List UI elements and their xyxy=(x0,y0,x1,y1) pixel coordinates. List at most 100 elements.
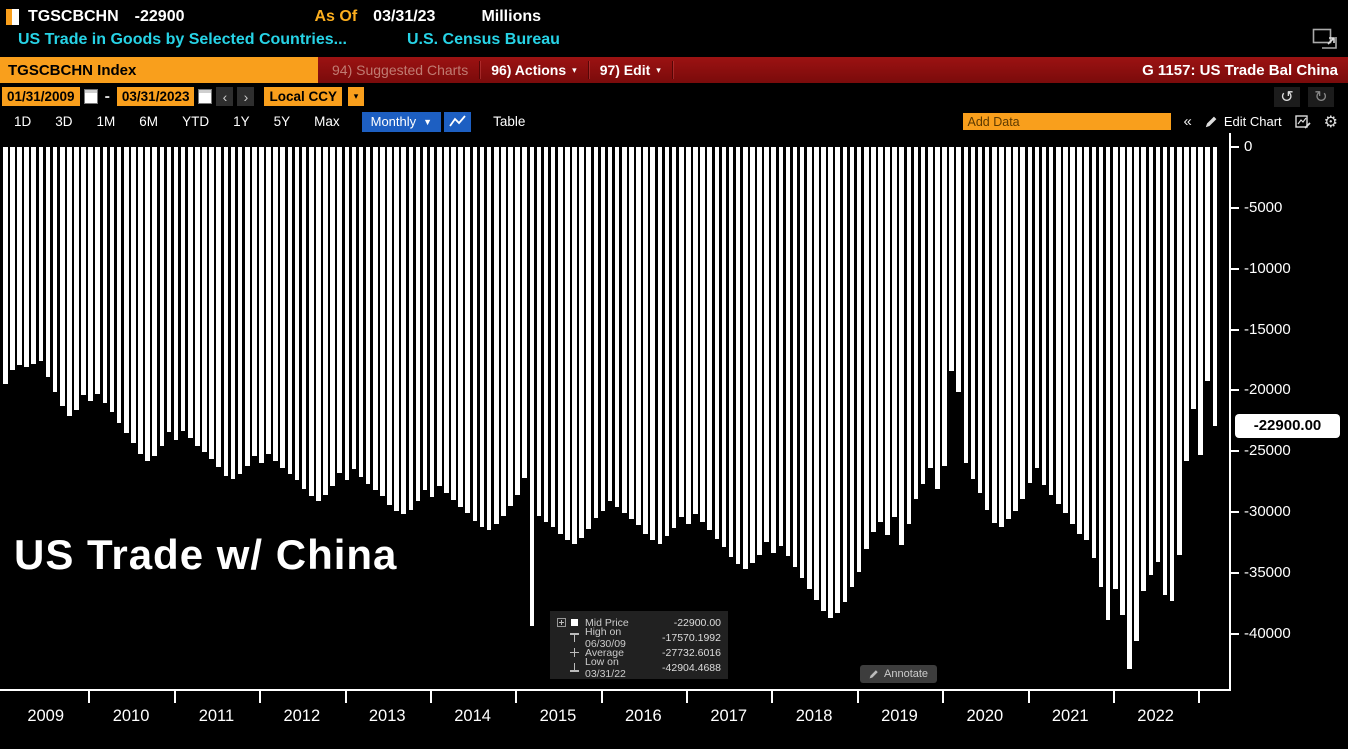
histogram-bar xyxy=(579,147,584,538)
collapse-panel-icon[interactable]: « xyxy=(1183,113,1192,130)
data-source: U.S. Census Bureau xyxy=(406,31,560,48)
histogram-bar xyxy=(1006,147,1011,520)
frequency-select[interactable]: Monthly ▼ xyxy=(361,111,442,132)
histogram-bar xyxy=(109,147,115,413)
edit-chart-button[interactable]: Edit Chart xyxy=(1205,114,1282,129)
histogram-bar xyxy=(123,147,129,433)
calendar-icon[interactable] xyxy=(198,89,213,104)
histogram-bar xyxy=(970,147,976,480)
range-1y[interactable]: 1Y xyxy=(233,114,250,129)
histogram-bar xyxy=(52,147,58,392)
histogram-bar xyxy=(735,147,741,565)
range-5y[interactable]: 5Y xyxy=(273,114,291,129)
chevron-down-icon: ▼ xyxy=(423,116,433,127)
x-tick xyxy=(173,691,176,703)
chevron-down-icon: ▾ xyxy=(572,64,577,75)
histogram-bar xyxy=(287,147,293,475)
histogram-bar xyxy=(1013,147,1018,511)
histogram-bar xyxy=(1205,147,1211,381)
histogram-bar xyxy=(230,147,236,480)
histogram-bar xyxy=(24,147,29,368)
menu-suggested-charts[interactable]: 94) Suggested Charts xyxy=(332,62,469,78)
end-date-field[interactable]: 03/31/2023 xyxy=(116,87,195,106)
screen-grab-icon[interactable] xyxy=(1312,28,1338,55)
redo-icon[interactable]: ↻ xyxy=(1308,86,1334,107)
x-tick xyxy=(771,691,774,703)
currency-select[interactable]: Local CCY xyxy=(264,87,342,106)
histogram-bar xyxy=(415,147,421,502)
chevron-down-icon: ▾ xyxy=(656,64,661,75)
histogram-bar xyxy=(671,147,677,528)
menu-edit[interactable]: 97) Edit ▾ xyxy=(599,62,661,78)
x-tick xyxy=(88,691,91,703)
histogram-bar xyxy=(472,147,478,521)
histogram-bar xyxy=(984,147,990,510)
prev-period-button[interactable]: ‹ xyxy=(216,87,234,106)
y-axis: -22900.00 0 -5000 -10000 -15000 -20000 -25000… xyxy=(1229,133,1348,691)
histogram-bar xyxy=(1041,147,1047,486)
histogram-bar xyxy=(508,147,513,506)
histogram-bar xyxy=(1105,147,1111,621)
histogram-bar xyxy=(1034,147,1040,469)
calendar-icon[interactable] xyxy=(83,89,98,104)
histogram-bar xyxy=(1098,147,1104,588)
histogram-bar xyxy=(963,147,969,464)
range-3d[interactable]: 3D xyxy=(55,114,73,129)
chart-type-button[interactable] xyxy=(444,111,472,132)
y-tick-label: -10000 xyxy=(1244,259,1291,277)
x-year-label: 2016 xyxy=(624,707,662,725)
histogram-bar xyxy=(1212,147,1218,426)
histogram-bar xyxy=(1198,147,1203,455)
range-6m[interactable]: 6M xyxy=(139,114,159,129)
histogram-bar xyxy=(906,147,912,525)
histogram-bar xyxy=(479,147,485,527)
undo-redo-group: ↺ ↻ xyxy=(1274,86,1348,107)
histogram-bar xyxy=(586,147,592,530)
date-range-bar: 01/31/2009 - 03/31/2023 ‹ › Local CCY ▾ … xyxy=(0,83,1348,110)
chart-plot-area[interactable] xyxy=(0,133,1229,691)
legend-row-low: Low on 03/31/22 -42904.4688 xyxy=(557,656,721,680)
histogram-bar xyxy=(273,147,278,461)
start-date-field[interactable]: 01/31/2009 xyxy=(2,87,80,106)
histogram-bar xyxy=(344,147,350,481)
x-tick xyxy=(942,691,945,703)
histogram-bar xyxy=(878,147,883,522)
histogram-bar xyxy=(664,147,670,537)
histogram-bar xyxy=(95,147,101,394)
histogram-bar xyxy=(557,147,563,534)
histogram-bar xyxy=(856,147,862,572)
range-ytd[interactable]: YTD xyxy=(182,114,210,129)
menu-divider xyxy=(671,61,673,79)
histogram-bar xyxy=(1077,147,1082,534)
histogram-bar xyxy=(266,147,271,454)
range-1d[interactable]: 1D xyxy=(14,114,32,129)
histogram-bar xyxy=(742,147,748,570)
chevron-down-icon[interactable]: ▾ xyxy=(348,87,364,106)
histogram-bar xyxy=(892,147,897,517)
annotate-button[interactable]: Annotate xyxy=(860,665,938,683)
histogram-bar xyxy=(1056,147,1061,504)
next-period-button[interactable]: › xyxy=(237,87,255,106)
undo-icon[interactable]: ↺ xyxy=(1274,86,1300,107)
y-tick xyxy=(1231,632,1239,635)
histogram-bar xyxy=(216,147,222,468)
histogram-bar xyxy=(515,147,520,495)
menu-actions[interactable]: 96) Actions ▾ xyxy=(491,62,577,78)
add-data-input[interactable]: Add Data xyxy=(962,113,1171,130)
x-year-label: 2020 xyxy=(966,707,1004,725)
tree-expander-icon[interactable] xyxy=(557,618,566,627)
histogram-bar xyxy=(187,147,193,438)
x-year-label: 2021 xyxy=(1051,707,1089,725)
security-input-field[interactable]: TGSCBCHN Index xyxy=(0,57,318,83)
table-view-button[interactable]: Table xyxy=(493,114,526,129)
range-1m[interactable]: 1M xyxy=(96,114,116,129)
range-max[interactable]: Max xyxy=(314,114,340,129)
security-icon xyxy=(6,9,19,25)
histogram-bar xyxy=(956,147,961,392)
y-tick-label: 0 xyxy=(1244,138,1253,155)
gear-icon[interactable]: ⚙ xyxy=(1323,113,1338,131)
mid-price-marker-icon xyxy=(570,618,581,628)
chart-settings-icon[interactable] xyxy=(1294,114,1311,129)
histogram-bar xyxy=(223,147,229,476)
histogram-bar xyxy=(280,147,286,469)
